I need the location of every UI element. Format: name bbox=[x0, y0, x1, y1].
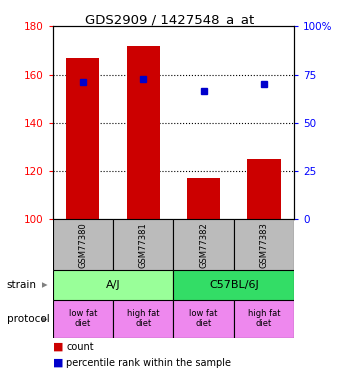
Text: low fat
diet: low fat diet bbox=[69, 309, 97, 328]
Text: GDS2909 / 1427548_a_at: GDS2909 / 1427548_a_at bbox=[85, 13, 255, 26]
Bar bbox=[53, 219, 113, 270]
Text: C57BL/6J: C57BL/6J bbox=[209, 280, 259, 290]
Text: high fat
diet: high fat diet bbox=[127, 309, 159, 328]
Bar bbox=[234, 300, 294, 338]
Bar bbox=[113, 300, 173, 338]
Text: protocol: protocol bbox=[7, 315, 50, 324]
Bar bbox=[173, 300, 234, 338]
Text: ■: ■ bbox=[53, 358, 63, 368]
Text: GSM77381: GSM77381 bbox=[139, 222, 148, 268]
Text: high fat
diet: high fat diet bbox=[248, 309, 280, 328]
Bar bbox=[173, 219, 234, 270]
Bar bbox=[53, 270, 173, 300]
Bar bbox=[247, 159, 280, 219]
Bar bbox=[113, 219, 173, 270]
Bar bbox=[126, 46, 160, 219]
Text: ■: ■ bbox=[53, 342, 63, 352]
Text: GSM77380: GSM77380 bbox=[79, 222, 87, 268]
Text: percentile rank within the sample: percentile rank within the sample bbox=[66, 358, 231, 368]
Text: low fat
diet: low fat diet bbox=[189, 309, 218, 328]
Text: GSM77382: GSM77382 bbox=[199, 222, 208, 268]
Text: strain: strain bbox=[7, 280, 37, 290]
Bar bbox=[173, 270, 294, 300]
Text: GSM77383: GSM77383 bbox=[259, 222, 268, 268]
Bar bbox=[66, 58, 100, 219]
Bar bbox=[53, 300, 113, 338]
Text: A/J: A/J bbox=[106, 280, 120, 290]
Bar bbox=[234, 219, 294, 270]
Bar bbox=[187, 178, 220, 219]
Text: count: count bbox=[66, 342, 94, 352]
